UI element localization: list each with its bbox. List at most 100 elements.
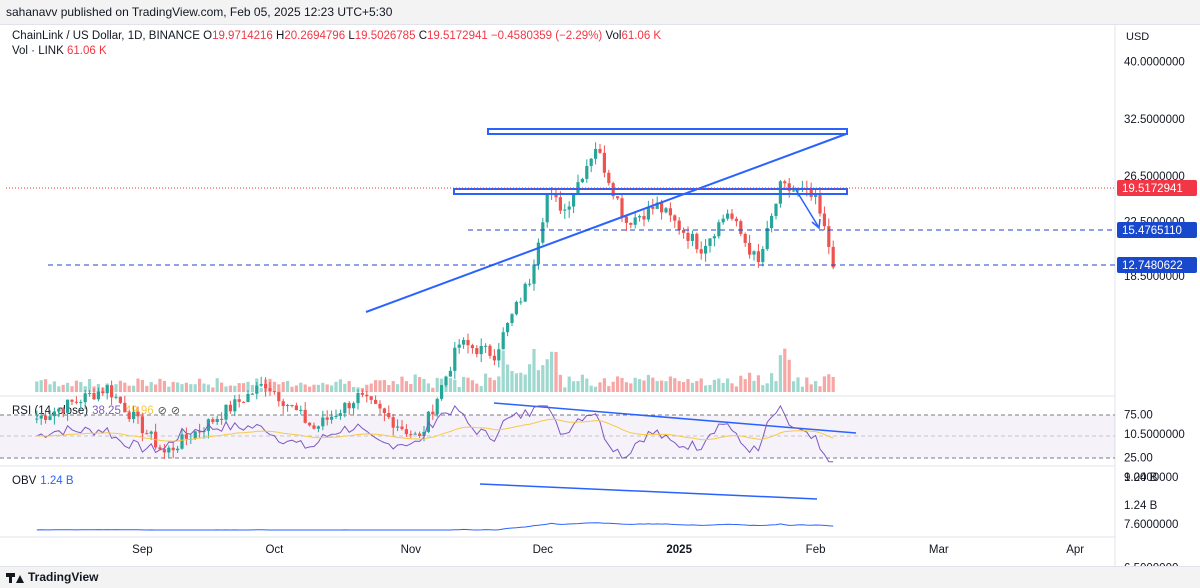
candle-body xyxy=(277,392,281,402)
support-rectangle[interactable] xyxy=(453,188,848,195)
candle-body xyxy=(198,431,202,433)
volume-bar xyxy=(312,384,316,392)
candle-body xyxy=(734,218,738,222)
volume-bar xyxy=(330,385,334,392)
volume-bar xyxy=(149,382,153,392)
vol-value: 61.06 K xyxy=(621,30,662,42)
candle-body xyxy=(827,226,831,247)
tradingview-brand[interactable]: TradingView xyxy=(6,570,98,584)
volume-bar xyxy=(743,379,747,392)
volume-bar xyxy=(308,386,312,392)
volume-bar xyxy=(250,384,254,392)
volume-bar xyxy=(171,381,175,392)
rsi-line xyxy=(36,404,834,463)
volume-bar xyxy=(462,376,466,392)
volume-bar xyxy=(290,386,294,392)
price-axis[interactable]: 40.000000032.500000026.500000022.5000000… xyxy=(1124,56,1185,574)
volume-bar xyxy=(607,386,611,392)
volume-bar xyxy=(484,373,488,392)
candle-body xyxy=(259,384,263,386)
volume-bar xyxy=(193,384,197,392)
price-axis-tick: 26.5000000 xyxy=(1124,171,1185,183)
volume-bar xyxy=(352,386,356,392)
candle-body xyxy=(132,411,136,420)
obv-label[interactable]: OBV xyxy=(12,475,37,487)
volume-bar xyxy=(136,378,140,392)
volume-bar xyxy=(448,378,452,392)
projection-arrow[interactable] xyxy=(795,189,819,227)
candle-body xyxy=(536,242,540,265)
volume-bar xyxy=(787,359,791,392)
volume-bar xyxy=(558,374,562,392)
candle-body xyxy=(140,416,144,434)
candle-body xyxy=(431,411,435,415)
volume-bar xyxy=(457,387,461,392)
candle-body xyxy=(145,433,149,435)
volume-bar xyxy=(400,376,404,392)
volume-bar xyxy=(127,385,131,392)
volume-bar xyxy=(83,386,87,392)
volume-bar xyxy=(646,374,650,392)
low-label: L xyxy=(348,30,355,42)
volume-bar xyxy=(664,381,668,392)
volume-indicator-label[interactable]: Vol · LINK xyxy=(12,45,64,57)
candle-body xyxy=(250,393,254,395)
volume-bar xyxy=(413,374,417,392)
candle-body xyxy=(312,425,316,429)
volume-bar xyxy=(343,383,347,392)
volume-bar xyxy=(132,385,136,392)
volume-bar xyxy=(497,376,501,392)
candle-body xyxy=(325,417,329,420)
candle-body xyxy=(127,412,131,420)
volume-bar xyxy=(277,384,281,392)
volume-bar xyxy=(228,385,232,392)
volume-bar xyxy=(444,382,448,392)
volume-bar xyxy=(206,384,210,392)
resistance-rectangle[interactable] xyxy=(487,128,848,135)
volume-bar xyxy=(211,387,215,392)
volume-bar xyxy=(501,350,505,392)
eye-slash-icon[interactable]: ⊘ xyxy=(157,405,167,417)
candle-body xyxy=(193,431,197,439)
candle-body xyxy=(607,172,611,184)
ascending-trendline[interactable] xyxy=(365,133,847,313)
volume-bar xyxy=(321,382,325,392)
currency-label[interactable]: USD xyxy=(1126,31,1149,43)
candle-body xyxy=(39,415,43,419)
volume-bar xyxy=(453,379,457,392)
volume-bar xyxy=(435,377,439,392)
volume-bar xyxy=(655,381,659,392)
volume-bar xyxy=(365,384,369,392)
level-label-12-74: 12.7480622 xyxy=(1122,260,1183,272)
last-price-label: 19.5172941 xyxy=(1122,183,1183,195)
volume-bar xyxy=(660,380,664,392)
obv-divergence-line[interactable] xyxy=(479,483,818,500)
volume-bar xyxy=(48,384,52,392)
candle-body xyxy=(61,408,65,413)
candle-body xyxy=(668,208,672,216)
eye-slash-icon[interactable]: ⊘ xyxy=(170,405,181,417)
volume-bar xyxy=(325,384,329,392)
volume-bar xyxy=(611,381,615,392)
time-axis[interactable]: Sep Oct Nov Dec 2025 Feb Mar Apr xyxy=(132,544,1084,556)
volume-bar xyxy=(598,382,602,392)
symbol-name[interactable]: ChainLink / US Dollar, 1D, BINANCE xyxy=(12,30,200,42)
volume-bar xyxy=(114,384,118,392)
candle-body xyxy=(699,249,703,254)
annotations[interactable] xyxy=(6,128,1115,500)
candle-body xyxy=(356,392,360,404)
volume-bar xyxy=(88,379,92,392)
volume-bar xyxy=(554,352,558,392)
candle-body xyxy=(818,193,822,214)
volume-bar xyxy=(189,384,193,392)
candle-body xyxy=(118,396,122,403)
time-axis-tick: Feb xyxy=(806,544,826,556)
volume-bar xyxy=(726,378,730,392)
tradingview-logo-icon xyxy=(6,571,24,583)
obv-legend: OBV 1.24 B xyxy=(12,475,74,487)
candle-body xyxy=(514,301,518,315)
candle-body xyxy=(470,345,474,349)
last-price-tag: 19.5172941 xyxy=(1117,180,1197,196)
candle-body xyxy=(475,348,479,355)
